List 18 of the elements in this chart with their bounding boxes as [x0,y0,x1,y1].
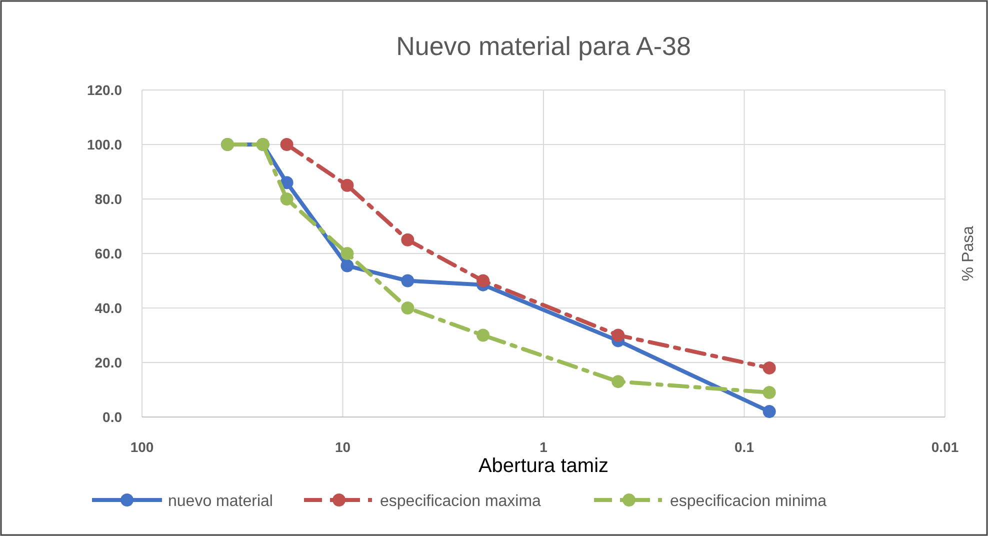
x-tick-label: 0.1 [734,439,754,455]
legend-label: especificacion maxima [380,493,542,510]
legend-label: especificacion minima [670,493,827,510]
y-tick-label: 40.0 [94,300,122,316]
chart-title: Nuevo material para A-38 [396,31,691,61]
x-tick-label: 10 [334,439,351,455]
x-axis-title: Abertura tamiz [478,455,609,477]
y-tick-label: 20.0 [94,354,122,370]
y-axis-title: % Pasa [960,226,977,282]
y-tick-label: 100.0 [86,136,122,152]
y-tick-label: 80.0 [94,191,122,207]
legend-label: nuevo material [168,493,273,510]
x-tick-label: 0.01 [931,439,959,455]
y-tick-label: 0.0 [102,409,122,425]
y-tick-label: 60.0 [94,246,122,262]
x-tick-label: 100 [130,439,154,455]
x-tick-label: 1 [540,439,548,455]
y-tick-label: 120.0 [86,82,122,98]
